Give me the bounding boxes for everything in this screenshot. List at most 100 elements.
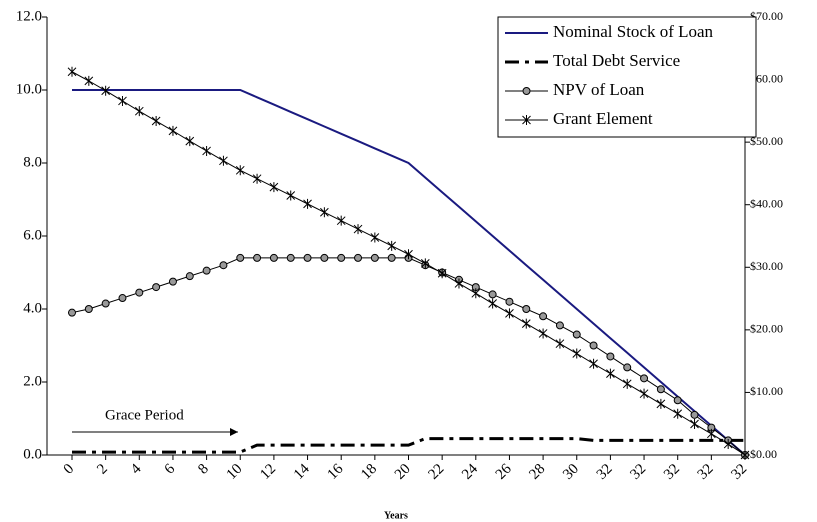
npv-marker [269, 253, 278, 262]
npv-marker [370, 253, 379, 262]
x-tick-label: 32 [594, 461, 616, 483]
grant-marker [303, 198, 312, 209]
grant-marker [336, 215, 346, 226]
y2-tick-label: $60.00 [750, 71, 783, 85]
y2-tick-label: $10.00 [750, 384, 783, 398]
npv-marker [673, 396, 682, 405]
x-tick-label: 14 [291, 461, 313, 483]
npv-marker [202, 266, 211, 275]
x-tick-label: 4 [128, 461, 145, 478]
y2-tick-label: $30.00 [750, 259, 783, 273]
x-tick-label: 32 [728, 461, 750, 483]
npv-marker [253, 253, 262, 262]
legend-box [497, 16, 757, 138]
grant-marker [555, 338, 565, 349]
y-tick-label: 6.0 [23, 227, 42, 243]
npv-marker [539, 312, 548, 321]
grant-marker [185, 136, 195, 147]
grant-marker [690, 418, 699, 429]
x-axis-label: Years [384, 510, 408, 521]
x-tick-label: 18 [358, 461, 380, 483]
npv-marker [488, 290, 497, 299]
x-tick-label: 32 [661, 461, 683, 483]
grant-marker [606, 368, 615, 379]
arrow-head [230, 428, 238, 436]
grant-marker [404, 249, 413, 260]
y-tick-label: 8.0 [23, 154, 42, 170]
npv-marker [589, 341, 598, 350]
x-tick-label: 30 [560, 461, 582, 483]
grant-marker [706, 428, 716, 439]
npv-marker [555, 321, 564, 330]
grant-marker [168, 125, 178, 136]
npv-marker [303, 253, 312, 262]
grant-marker [286, 190, 296, 201]
grant-marker [521, 318, 531, 329]
y-tick-label: 2.0 [23, 373, 42, 389]
npv-marker [101, 299, 110, 308]
y-tick-label: 0.0 [23, 446, 42, 462]
npv-marker [640, 374, 649, 383]
npv-marker [354, 253, 363, 262]
grant-marker [622, 378, 632, 389]
x-tick-label: 26 [493, 461, 515, 483]
grant-marker [740, 450, 750, 460]
x-tick-label: 32 [695, 461, 717, 483]
npv-marker [185, 272, 194, 281]
grant-marker [134, 106, 144, 117]
grant-marker [639, 388, 649, 399]
x-tick-label: 12 [257, 461, 279, 483]
npv-marker [84, 305, 93, 313]
legend-label: NPV of Loan [553, 80, 645, 99]
npv-marker [337, 253, 346, 262]
grant-marker [522, 115, 531, 125]
grant-marker [488, 298, 497, 309]
y2-tick-label: $50.00 [750, 134, 783, 148]
x-tick-label: 32 [627, 461, 649, 483]
npv-marker [286, 253, 295, 262]
x-tick-label: 8 [195, 461, 212, 478]
grant-marker [572, 348, 582, 359]
grant-marker [454, 278, 464, 289]
grant-marker [202, 145, 211, 156]
grant-marker [269, 182, 279, 193]
npv-marker [522, 305, 531, 313]
grant-marker [471, 288, 481, 299]
x-tick-label: 2 [94, 461, 111, 478]
x-tick-label: 16 [325, 461, 347, 483]
grant-marker [67, 66, 77, 77]
y-tick-label: 10.0 [16, 81, 42, 97]
npv-marker [236, 253, 245, 262]
x-tick-label: 20 [392, 461, 414, 483]
npv-marker [572, 330, 581, 339]
npv-marker [135, 288, 144, 297]
x-tick-label: 0 [61, 461, 78, 478]
grant-marker [235, 165, 245, 176]
npv-marker [505, 297, 514, 306]
grant-marker [723, 439, 733, 450]
npv-marker [387, 253, 396, 262]
grant-marker [437, 268, 447, 279]
npv-marker [522, 87, 531, 95]
grant-marker [538, 328, 548, 339]
y-tick-label: 12.0 [16, 8, 42, 24]
y2-tick-label: $0.00 [750, 447, 777, 461]
y2-tick-label: $70.00 [750, 9, 783, 23]
series-line [71, 257, 746, 456]
grant-marker [505, 308, 514, 319]
series-line [72, 437, 745, 454]
npv-marker [656, 385, 665, 394]
x-tick-label: 6 [162, 461, 179, 478]
series-line [72, 89, 746, 456]
grant-marker [589, 358, 598, 369]
legend-label: Grant Element [553, 109, 653, 128]
grant-marker [101, 85, 111, 96]
grant-marker [656, 398, 666, 409]
npv-marker [68, 308, 76, 317]
legend-label: Total Debt Service [553, 51, 680, 70]
npv-marker [690, 410, 699, 419]
grant-marker [219, 155, 228, 166]
grant-marker [252, 173, 262, 184]
grant-marker [118, 95, 127, 106]
